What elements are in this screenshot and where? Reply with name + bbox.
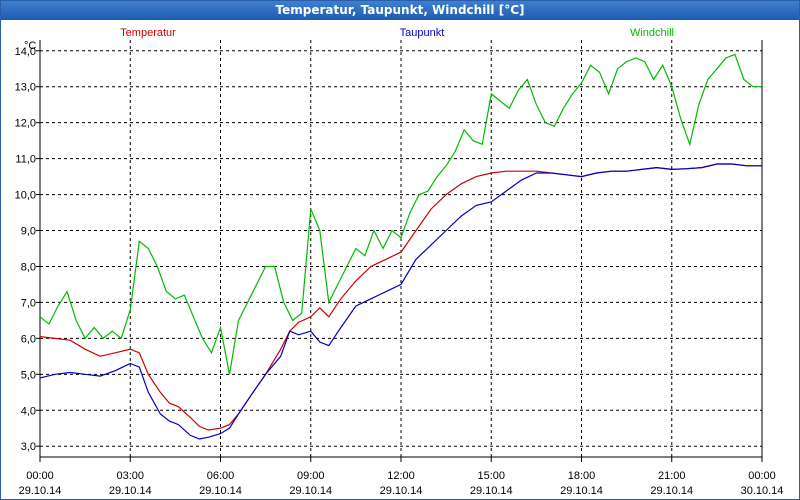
x-tick-date-label: 29.10.14 <box>560 485 603 497</box>
x-tick-date-label: 29.10.14 <box>19 485 62 497</box>
x-tick-time-label: 15:00 <box>477 470 505 482</box>
x-tick-time-label: 09:00 <box>297 470 325 482</box>
legend: Temperatur Taupunkt Windchill <box>120 27 674 39</box>
legend-entry-windchill: Windchill <box>630 27 674 39</box>
y-tick-label: 8,0 <box>21 261 36 273</box>
y-tick-label: 13,0 <box>15 82 36 94</box>
x-tick-date-label: 29.10.14 <box>470 485 513 497</box>
x-tick-time-label: 03:00 <box>116 470 144 482</box>
y-axis-unit: °C <box>24 40 36 52</box>
chart-title: Temperatur, Taupunkt, Windchill [°C] <box>1 1 799 20</box>
x-tick-time-label: 06:00 <box>207 470 235 482</box>
x-tick-time-label: 12:00 <box>387 470 415 482</box>
x-tick-date-label: 29.10.14 <box>380 485 423 497</box>
y-tick-label: 6,0 <box>21 333 36 345</box>
y-tick-label: 12,0 <box>15 118 36 130</box>
x-ticks: 00:00 29.10.14 03:00 29.10.14 06:00 29.10.14 0… <box>19 470 784 497</box>
legend-entry-temperatur: Temperatur <box>120 27 176 39</box>
x-tick-time-label: 00:00 <box>748 470 776 482</box>
series-lines <box>39 53 762 440</box>
series-line-windchill <box>39 53 762 375</box>
grid <box>40 40 763 457</box>
y-ticks: 3,0 4,0 5,0 6,0 7,0 8,0 9,0 10,0 11,0 12,0 13,0 14,… <box>15 46 36 453</box>
x-tick-date-label: 30.10.14 <box>741 485 784 497</box>
series-line-taupunkt <box>39 163 762 440</box>
x-tick-time-label: 00:00 <box>26 470 54 482</box>
y-tick-label: 5,0 <box>21 369 36 381</box>
y-tick-label: 10,0 <box>15 190 36 202</box>
axes <box>36 40 763 462</box>
x-tick-date-label: 29.10.14 <box>199 485 242 497</box>
legend-entry-taupunkt: Taupunkt <box>400 27 445 39</box>
y-tick-label: 4,0 <box>21 405 36 417</box>
y-tick-label: 9,0 <box>21 226 36 238</box>
x-tick-time-label: 21:00 <box>658 470 686 482</box>
y-tick-label: 14,0 <box>15 46 36 58</box>
x-tick-time-label: 18:00 <box>568 470 596 482</box>
x-tick-date-label: 29.10.14 <box>109 485 152 497</box>
y-tick-label: 11,0 <box>15 154 36 166</box>
x-tick-date-label: 29.10.14 <box>289 485 332 497</box>
y-tick-label: 3,0 <box>21 441 36 453</box>
y-tick-label: 7,0 <box>21 297 36 309</box>
x-tick-date-label: 29.10.14 <box>650 485 693 497</box>
